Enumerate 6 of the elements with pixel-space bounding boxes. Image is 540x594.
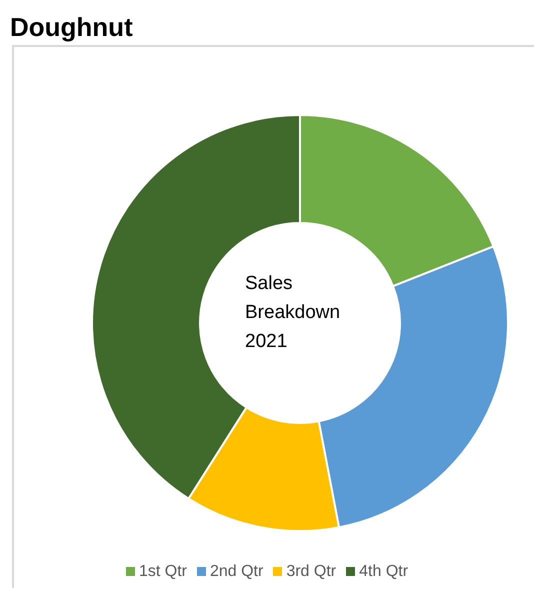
legend-label: 4th Qtr [359, 563, 408, 580]
text: Sales Breakdown 2021 [245, 272, 342, 354]
legend-label: 3rd Qtr [286, 563, 336, 580]
legend-label: 1st Qtr [138, 563, 187, 580]
legend-label: 2nd Qtr [210, 563, 264, 580]
chart-title: Doughnut [10, 12, 133, 43]
